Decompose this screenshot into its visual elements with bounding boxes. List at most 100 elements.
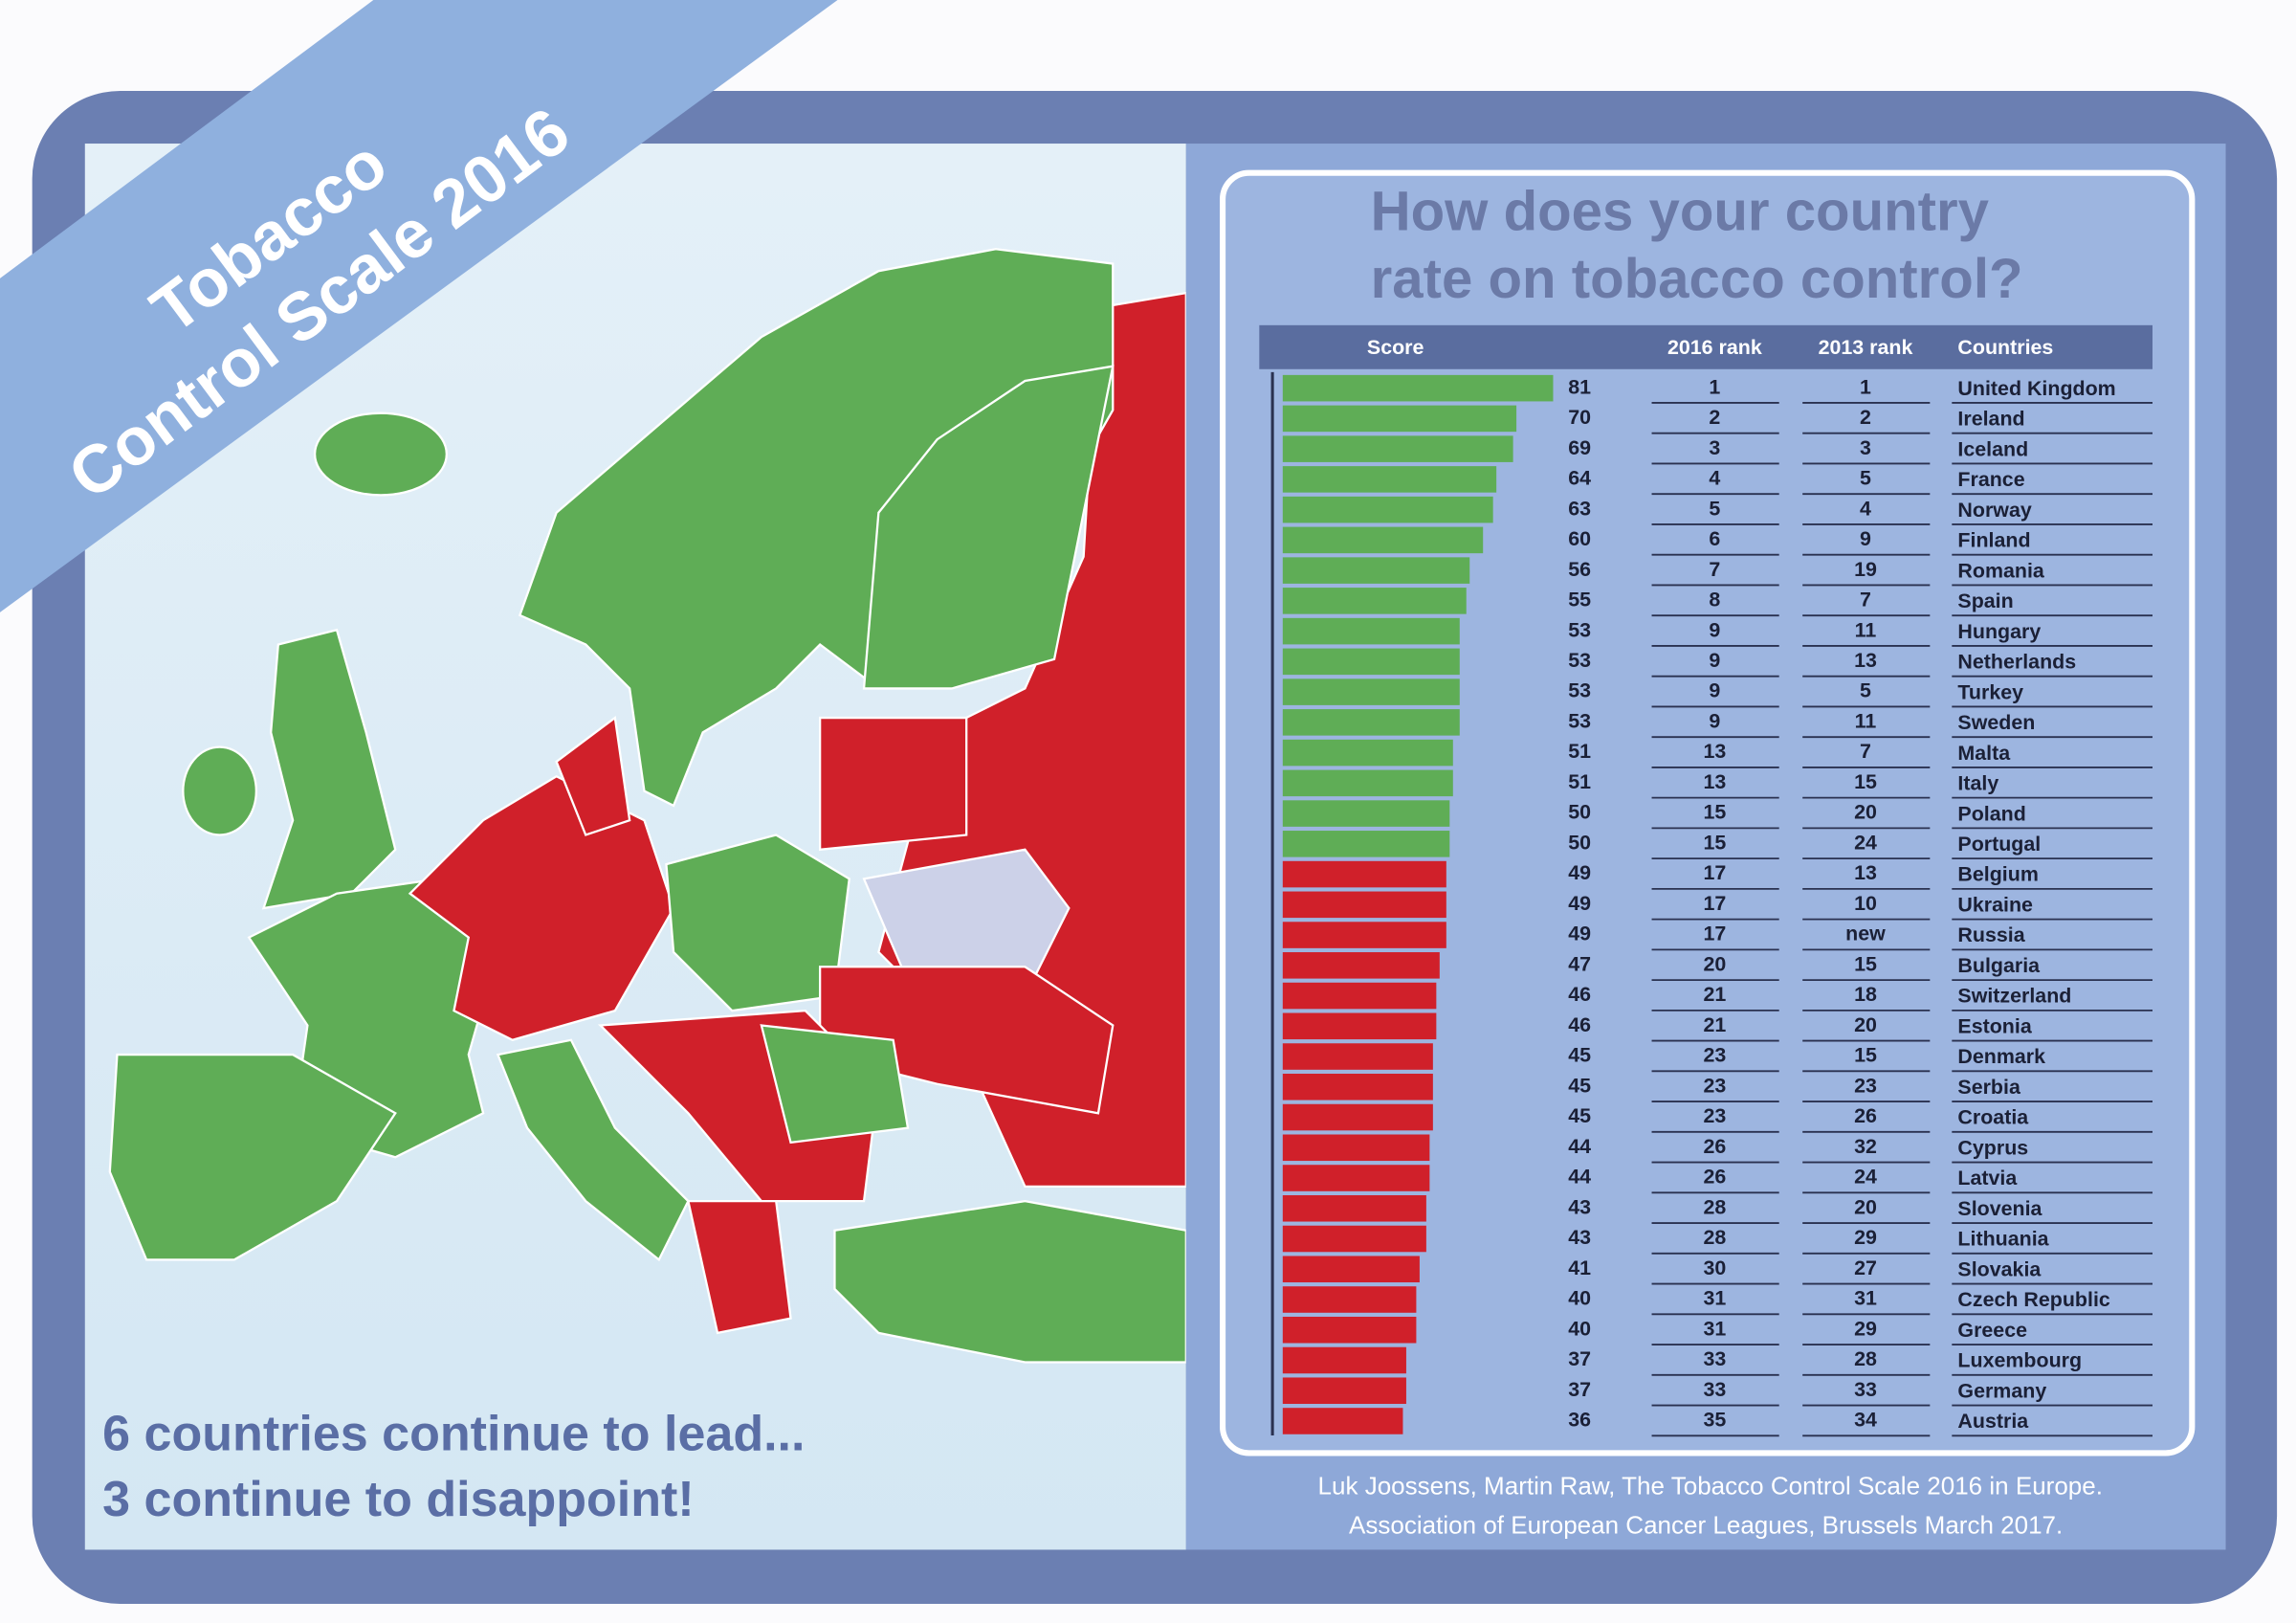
rank-2016: 13 xyxy=(1703,770,1726,793)
score-label: 44 xyxy=(1568,1135,1591,1158)
bar xyxy=(1282,557,1470,584)
bar xyxy=(1282,526,1484,554)
country-label: Malta xyxy=(1957,742,2011,765)
bar xyxy=(1282,588,1467,614)
rank-2013: 11 xyxy=(1855,710,1877,733)
source: Association of European Cancer Leagues, … xyxy=(1349,1511,2063,1540)
score-label: 46 xyxy=(1568,1013,1591,1036)
score-label: 51 xyxy=(1568,770,1591,793)
rank-2016: 21 xyxy=(1703,1013,1726,1036)
rank-2016: 2 xyxy=(1709,406,1720,429)
score-label: 46 xyxy=(1568,983,1591,1006)
score-label: 50 xyxy=(1568,801,1591,824)
country-label: Russia xyxy=(1957,923,2025,946)
country-label: Austria xyxy=(1957,1410,2029,1433)
country-label: Estonia xyxy=(1957,1014,2032,1037)
score-label: 81 xyxy=(1568,375,1591,398)
rank-2016: 17 xyxy=(1703,923,1726,945)
country-label: Turkey xyxy=(1957,680,2023,703)
table-box xyxy=(1220,169,2196,1456)
bar xyxy=(1282,982,1437,1010)
country-label: Ireland xyxy=(1957,408,2024,431)
score-label: 36 xyxy=(1568,1409,1591,1432)
column-header: Countries xyxy=(1957,336,2053,359)
bar xyxy=(1282,1316,1417,1344)
score-label: 53 xyxy=(1568,710,1591,733)
rank-2013: 27 xyxy=(1854,1256,1877,1279)
map xyxy=(108,248,1186,1364)
source: Luk Joossens, Martin Raw, The Tobacco Co… xyxy=(1318,1471,2103,1500)
country-label: Romania xyxy=(1957,559,2044,582)
bar xyxy=(1282,739,1453,767)
column-header: 2016 rank xyxy=(1667,336,1762,359)
rank-2016: 26 xyxy=(1703,1166,1726,1189)
rank-2013: 1 xyxy=(1860,375,1871,398)
rank-2016: 6 xyxy=(1709,527,1720,550)
rank-2016: 17 xyxy=(1703,892,1726,915)
rank-2016: 9 xyxy=(1709,679,1720,702)
rank-2016: 13 xyxy=(1703,740,1726,763)
country-label: Cyprus xyxy=(1957,1136,2028,1159)
country-label: Lithuania xyxy=(1957,1228,2049,1251)
rank-2013: 10 xyxy=(1854,892,1877,915)
bar xyxy=(1282,860,1446,888)
bar xyxy=(1282,1103,1433,1131)
score-label: 40 xyxy=(1568,1317,1591,1340)
rank-2013: 5 xyxy=(1860,679,1871,702)
rank-2013: 7 xyxy=(1860,740,1871,763)
country-label: Italy xyxy=(1957,772,1998,795)
bar xyxy=(1282,1134,1430,1162)
rank-2016: 21 xyxy=(1703,983,1726,1006)
score-label: 43 xyxy=(1568,1195,1591,1218)
title-box: How does your country rate on tobacco co… xyxy=(1371,182,2023,311)
bar xyxy=(1282,800,1450,827)
country-label: Slovakia xyxy=(1957,1257,2042,1280)
rank-2013: 20 xyxy=(1854,801,1877,824)
rank-2016: 7 xyxy=(1709,558,1720,581)
rank-2013: new xyxy=(1845,923,1886,945)
rank-2013: 11 xyxy=(1855,618,1877,641)
rank-2013: 3 xyxy=(1860,436,1871,459)
map-caption: 6 countries continue to lead... xyxy=(102,1406,805,1461)
table-header xyxy=(1259,324,2152,369)
rank-2016: 3 xyxy=(1709,436,1720,459)
banner xyxy=(0,0,838,612)
score-label: 50 xyxy=(1568,831,1591,854)
bar xyxy=(1282,1225,1426,1253)
score-label: 51 xyxy=(1568,740,1591,763)
rank-2016: 33 xyxy=(1703,1347,1726,1370)
rank-2016: 9 xyxy=(1709,710,1720,733)
rank-2016: 9 xyxy=(1709,618,1720,641)
country-label: Slovenia xyxy=(1957,1197,2042,1220)
rank-2016: 23 xyxy=(1703,1044,1726,1067)
score-label: 37 xyxy=(1568,1347,1591,1370)
rank-2013: 2 xyxy=(1860,406,1871,429)
rank-2016: 1 xyxy=(1709,375,1720,398)
rank-2013: 31 xyxy=(1854,1287,1877,1310)
bar xyxy=(1282,466,1497,493)
country-label: Norway xyxy=(1957,499,2031,522)
rank-2013: 5 xyxy=(1860,467,1871,490)
country-label: Belgium xyxy=(1957,863,2038,886)
bar xyxy=(1282,1286,1417,1313)
score-label: 53 xyxy=(1568,679,1591,702)
bar xyxy=(1282,1165,1430,1191)
rank-2013: 19 xyxy=(1854,558,1877,581)
score-label: 60 xyxy=(1568,527,1591,550)
country-label: Portugal xyxy=(1957,833,2041,856)
rank-2013: 13 xyxy=(1854,649,1877,672)
map-caption: 3 continue to disappoint! xyxy=(102,1472,695,1527)
rank-2013: 26 xyxy=(1854,1104,1877,1127)
bar xyxy=(1282,1377,1406,1405)
rank-2016: 9 xyxy=(1709,649,1720,672)
bar xyxy=(1282,1012,1437,1040)
rank-2013: 32 xyxy=(1854,1135,1877,1158)
bar xyxy=(1282,1194,1426,1222)
score-label: 40 xyxy=(1568,1287,1591,1310)
bar xyxy=(1282,496,1493,523)
rank-2013: 18 xyxy=(1854,983,1877,1006)
score-label: 53 xyxy=(1568,649,1591,672)
rank-2016: 23 xyxy=(1703,1104,1726,1127)
